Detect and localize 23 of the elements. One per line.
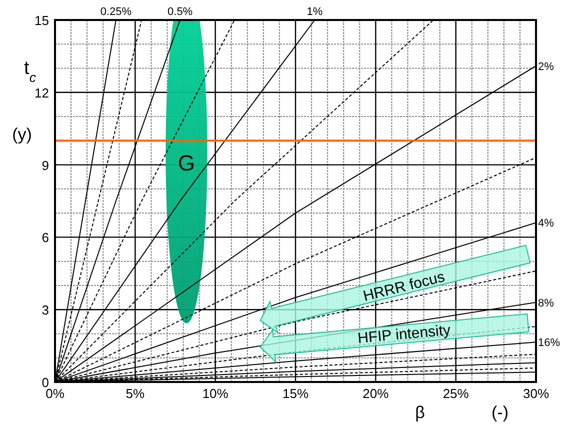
annotation: HFIP intensity	[356, 322, 452, 348]
series-label: 4%	[538, 218, 554, 230]
series-label: 2%	[538, 60, 554, 73]
x-tick-label: 5%	[126, 386, 145, 401]
x-tick-label: 10%	[202, 386, 229, 401]
x-tick-label: 30%	[522, 386, 550, 401]
y-tick-label: 12	[34, 85, 49, 100]
annotation: HRRR focus	[361, 268, 446, 306]
text: t$_{c}$ (y)	[12, 58, 36, 144]
text: β (-)	[415, 403, 508, 422]
series-label: 0.5%	[168, 6, 193, 18]
series-label: 8%	[538, 297, 554, 310]
x-tick-label: 20%	[362, 386, 390, 401]
y-tick-label: 15	[34, 13, 49, 28]
x-tick-label: 25%	[442, 386, 470, 401]
series-label: 16%	[538, 337, 560, 350]
x-tick-label: 15%	[282, 386, 309, 401]
y-tick-label: 6	[42, 230, 49, 246]
y-tick-label: 9	[42, 158, 49, 173]
annotation: G	[178, 150, 196, 176]
series-label: 1%	[306, 6, 323, 18]
series-label: 0.25%	[100, 6, 132, 18]
y-tick-label: 3	[42, 302, 49, 318]
